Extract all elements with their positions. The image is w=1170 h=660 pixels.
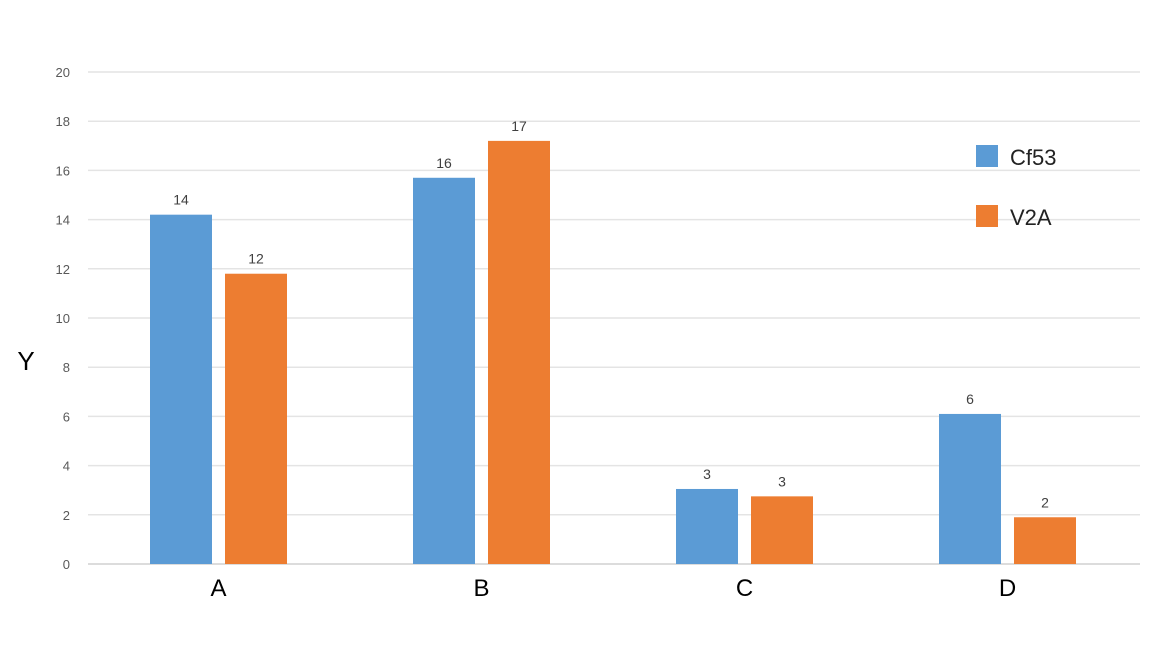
y-tick-label: 18 <box>56 114 70 129</box>
y-tick-label: 8 <box>63 360 70 375</box>
y-tick-label: 20 <box>56 65 70 80</box>
bar-Cf53-B <box>413 177 475 564</box>
bar-Cf53-A <box>150 214 212 564</box>
bar-V2A-D <box>1014 517 1076 564</box>
y-tick-label: 4 <box>63 459 70 474</box>
x-category-label: B <box>473 575 489 602</box>
bar-V2A-C <box>751 496 813 564</box>
y-tick-label: 0 <box>63 557 70 572</box>
legend: Cf53 V2A <box>976 145 1056 230</box>
bars: 14 12 16 17 3 3 6 2 <box>150 118 1076 564</box>
data-label: 3 <box>703 466 711 482</box>
x-category-label: A <box>210 575 226 602</box>
legend-label: Cf53 <box>1010 145 1056 170</box>
y-tick-label: 16 <box>56 163 70 178</box>
bar-Cf53-D <box>939 413 1001 564</box>
y-tick-label: 2 <box>63 508 70 523</box>
data-label: 17 <box>511 118 527 134</box>
legend-swatch <box>976 145 998 167</box>
x-axis-categories: A B C D <box>210 575 1016 602</box>
data-label: 12 <box>248 251 264 267</box>
data-label: 16 <box>436 155 452 171</box>
y-tick-label: 12 <box>56 262 70 277</box>
legend-swatch <box>976 205 998 227</box>
x-category-label: C <box>736 575 753 602</box>
y-axis-ticks: 0 2 4 6 8 10 12 14 16 18 20 <box>56 65 70 572</box>
y-tick-label: 10 <box>56 311 70 326</box>
data-label: 14 <box>173 192 189 208</box>
legend-label: V2A <box>1010 205 1052 230</box>
data-label: 2 <box>1041 494 1049 510</box>
y-tick-label: 6 <box>63 409 70 424</box>
data-label: 3 <box>778 473 786 489</box>
bar-Cf53-C <box>676 488 738 564</box>
data-label: 6 <box>966 391 974 407</box>
bar-V2A-B <box>488 140 550 564</box>
y-axis-label: Y <box>17 346 34 376</box>
y-tick-label: 14 <box>56 213 70 228</box>
x-category-label: D <box>999 575 1016 602</box>
bar-V2A-A <box>225 273 287 564</box>
